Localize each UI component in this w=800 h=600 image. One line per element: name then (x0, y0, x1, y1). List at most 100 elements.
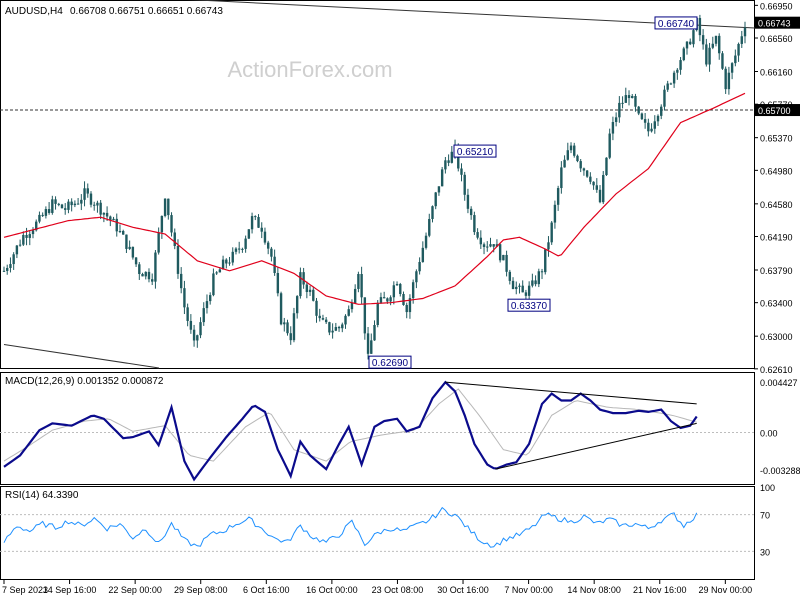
candle-body (331, 330, 334, 333)
candle-body (279, 293, 283, 325)
candle-body (76, 203, 80, 205)
candle-body (31, 230, 35, 235)
candle-body (51, 199, 54, 213)
candle-body (38, 214, 41, 222)
candle-body (341, 324, 344, 329)
price-panel: ActionForex.com 0.66740 0.65210 0.63370 0.6… (0, 0, 800, 375)
candle-body (624, 95, 627, 103)
candle-body (324, 319, 328, 323)
time-tick-label: 7 Nov 00:00 (504, 585, 553, 595)
macd-trendline (495, 422, 697, 470)
candle-body (260, 227, 263, 232)
candle-body (421, 247, 425, 262)
candle-body (273, 256, 276, 274)
support-price-tag-bg (755, 104, 800, 117)
candle-body (347, 309, 350, 316)
candle-body (89, 193, 93, 205)
candle-body (254, 216, 257, 218)
macd-main-line (3, 380, 698, 482)
candle-body (131, 246, 135, 258)
moving-average-line (3, 92, 746, 305)
candle-body (2, 270, 6, 272)
candle-body (47, 209, 51, 213)
candle-body (511, 280, 515, 290)
candle-body (550, 222, 553, 243)
candle-body (740, 36, 743, 44)
candle-body (447, 160, 450, 163)
candle-body (631, 95, 634, 99)
candle-body (521, 285, 524, 293)
candle-body (450, 151, 454, 163)
rsi-tick-label: 30 (760, 547, 770, 557)
candle-body (199, 322, 202, 336)
candle-body (283, 322, 286, 325)
time-tick-label: 14 Nov 08:00 (567, 585, 621, 595)
candle-body (505, 254, 508, 272)
candle-body (54, 199, 57, 204)
rsi-panel: 100 70 30 RSI(14) 64.3390 (0, 483, 775, 580)
macd-tick-label: 0.00 (760, 429, 778, 439)
candle-body (486, 246, 489, 248)
rsi-title: RSI(14) 64.3390 (5, 490, 79, 501)
candle-body (179, 273, 183, 289)
candle-body (167, 198, 170, 216)
candle-body (257, 217, 260, 228)
candle-body (476, 232, 479, 238)
candle-body (109, 216, 112, 221)
candle-body (315, 300, 318, 316)
ohlc-values: 0.66708 0.66751 0.66651 0.66743 (70, 6, 223, 17)
candle-body (205, 301, 209, 309)
last-price-tag-bg (755, 16, 800, 29)
candle-body (560, 167, 563, 189)
candle-body (640, 113, 644, 120)
candle-body (672, 72, 676, 84)
macd-panel-frame (0, 372, 755, 485)
candle-body (212, 273, 215, 296)
candle-body (618, 102, 621, 118)
candle-body (15, 245, 19, 255)
candle-body (727, 72, 731, 90)
candle-body (9, 264, 12, 268)
candle-body (93, 204, 96, 206)
candle-body (721, 53, 724, 69)
candle-body (669, 83, 673, 85)
candle-body (524, 292, 528, 296)
candle-body (118, 230, 122, 232)
price-annotation-label: 0.62690 (372, 358, 409, 369)
candle-body (743, 27, 747, 37)
candle-body (569, 145, 573, 151)
price-annotation-label: 0.66740 (658, 19, 695, 30)
candle-body (718, 35, 721, 54)
candle-body (621, 102, 624, 104)
time-tick-label: 30 Oct 16:00 (437, 585, 489, 595)
candle-body (482, 244, 486, 248)
candle-body (99, 202, 102, 215)
candle-body (64, 208, 67, 210)
candle-body (250, 216, 254, 230)
candle-body (418, 261, 421, 272)
time-tick-label: 14 Sep 16:00 (43, 585, 97, 595)
rsi-tick-label: 70 (760, 511, 770, 521)
candle-body (312, 289, 315, 301)
candle-body (208, 295, 212, 302)
candle-body (122, 230, 125, 235)
candle-body (186, 307, 189, 321)
candle-body (492, 244, 495, 247)
watermark: ActionForex.com (227, 57, 392, 82)
candle-body (173, 232, 176, 246)
candle-body (225, 259, 228, 264)
candle-body (160, 215, 164, 233)
rsi-panel-frame (0, 486, 755, 580)
candle-body (444, 160, 447, 170)
candle-body (12, 254, 15, 265)
candle-body (60, 204, 64, 209)
candle-body (196, 335, 199, 341)
candle-body (647, 122, 650, 132)
candle-body (215, 272, 218, 274)
time-tick-label: 6 Oct 16:00 (243, 585, 290, 595)
candle-body (547, 242, 550, 250)
candle-body (537, 271, 541, 285)
candle-body (495, 244, 499, 247)
candle-body (666, 83, 669, 90)
time-tick-label: 29 Nov 00:00 (699, 585, 753, 595)
